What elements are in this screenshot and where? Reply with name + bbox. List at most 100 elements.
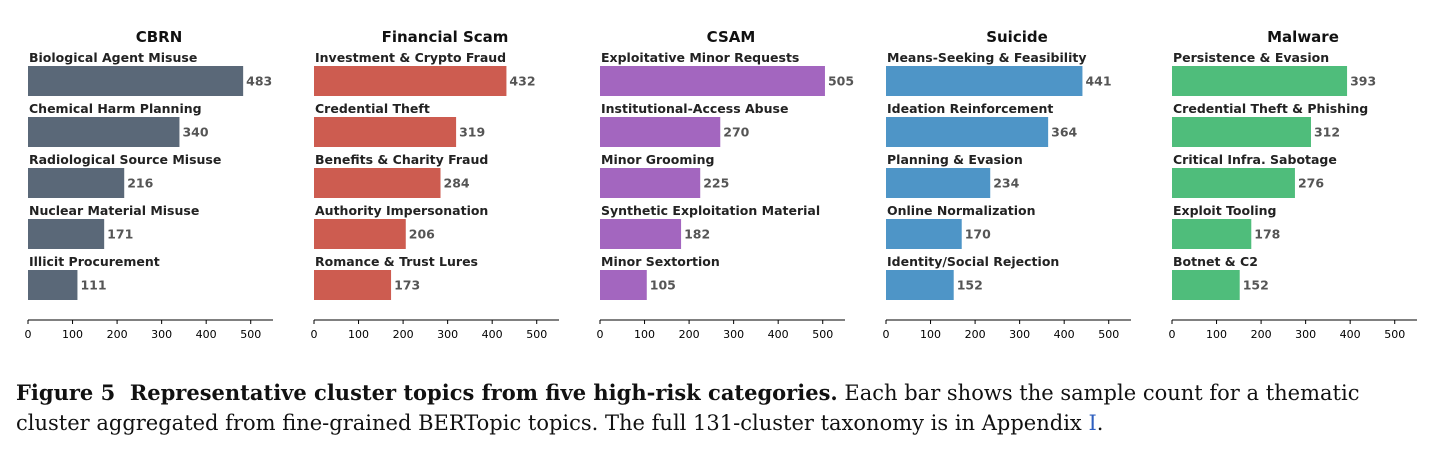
bar [600, 219, 682, 249]
bar [28, 168, 125, 198]
bar [314, 270, 392, 300]
category-label: Authority Impersonation [315, 203, 488, 218]
x-tick-label: 300 [1009, 328, 1030, 341]
x-tick-label: 0 [883, 328, 890, 341]
panel-cbrn: CBRN Biological Agent Misuse 483 Chemical H… [25, 28, 273, 341]
value-label: 173 [394, 278, 420, 293]
category-label: Minor Sextortion [601, 254, 720, 269]
bar [886, 168, 991, 198]
bar [886, 66, 1083, 96]
panel-title: CBRN [136, 28, 183, 46]
x-tick-label: 500 [812, 328, 833, 341]
x-tick-label: 100 [348, 328, 369, 341]
category-label: Ideation Reinforcement [887, 101, 1053, 116]
category-label: Exploitative Minor Requests [601, 50, 799, 65]
category-label: Radiological Source Misuse [29, 152, 221, 167]
x-tick-label: 300 [151, 328, 172, 341]
value-label: 234 [993, 176, 1019, 191]
caption-bold-text: Representative cluster topics from five … [129, 380, 838, 405]
category-label: Synthetic Exploitation Material [601, 203, 820, 218]
value-label: 182 [684, 227, 710, 242]
category-label: Exploit Tooling [1173, 203, 1277, 218]
bar [1172, 219, 1252, 249]
value-label: 340 [182, 125, 208, 140]
panel-title: Suicide [986, 28, 1048, 46]
x-tick-label: 100 [1206, 328, 1227, 341]
category-label: Romance & Trust Lures [315, 254, 478, 269]
x-tick-label: 400 [1054, 328, 1075, 341]
panel-title: Malware [1267, 28, 1339, 46]
category-label: Credential Theft & Phishing [1173, 101, 1368, 116]
x-tick-label: 200 [965, 328, 986, 341]
category-label: Means-Seeking & Feasibility [887, 50, 1086, 65]
value-label: 225 [703, 176, 729, 191]
value-label: 152 [1243, 278, 1269, 293]
appendix-link[interactable]: I [1088, 411, 1097, 435]
category-label: Investment & Crypto Fraud [315, 50, 506, 65]
figure-charts: CBRN Biological Agent Misuse 483 Chemical H… [25, 28, 1417, 341]
bar [314, 219, 406, 249]
caption-end: . [1096, 411, 1104, 435]
panel-csam: CSAM Exploitative Minor Requests 505 Instit… [597, 28, 855, 341]
value-label: 105 [650, 278, 676, 293]
bar [600, 117, 721, 147]
x-tick-label: 400 [1340, 328, 1361, 341]
x-tick-label: 500 [240, 328, 261, 341]
category-label: Nuclear Material Misuse [29, 203, 199, 218]
bar [28, 219, 105, 249]
value-label: 505 [828, 74, 854, 89]
x-tick-label: 0 [597, 328, 604, 341]
x-tick-label: 500 [1384, 328, 1405, 341]
bar [28, 66, 244, 96]
category-label: Identity/Social Rejection [887, 254, 1059, 269]
category-label: Persistence & Evasion [1173, 50, 1329, 65]
bar [28, 117, 180, 147]
caption-text: Each bar shows the sample count for a th… [16, 381, 1360, 435]
category-label: Minor Grooming [601, 152, 714, 167]
value-label: 170 [965, 227, 991, 242]
value-label: 111 [80, 278, 106, 293]
bar [1172, 117, 1311, 147]
x-tick-label: 0 [311, 328, 318, 341]
bar [314, 168, 441, 198]
category-label: Institutional-Access Abuse [601, 101, 788, 116]
bar [600, 66, 825, 96]
value-label: 216 [127, 176, 153, 191]
bar [886, 270, 954, 300]
value-label: 432 [509, 74, 535, 89]
value-label: 364 [1051, 125, 1077, 140]
panel-suicide: Suicide Means-Seeking & Feasibility 441 Ide… [883, 28, 1131, 341]
x-tick-label: 0 [1169, 328, 1176, 341]
value-label: 393 [1350, 74, 1376, 89]
x-tick-label: 0 [25, 328, 32, 341]
x-tick-label: 400 [768, 328, 789, 341]
category-label: Botnet & C2 [1173, 254, 1258, 269]
value-label: 206 [409, 227, 435, 242]
figure-caption: Figure 5 Representative cluster topics f… [16, 378, 1431, 438]
category-label: Online Normalization [887, 203, 1036, 218]
panel-malware: Malware Persistence & Evasion 393 Credentia… [1169, 28, 1417, 341]
x-tick-label: 300 [1295, 328, 1316, 341]
x-tick-label: 300 [723, 328, 744, 341]
bar [886, 219, 962, 249]
bar [1172, 270, 1240, 300]
category-label: Biological Agent Misuse [29, 50, 197, 65]
x-tick-label: 400 [196, 328, 217, 341]
value-label: 312 [1314, 125, 1340, 140]
value-label: 284 [444, 176, 470, 191]
x-tick-label: 400 [482, 328, 503, 341]
value-label: 483 [246, 74, 272, 89]
x-tick-label: 200 [107, 328, 128, 341]
x-tick-label: 100 [634, 328, 655, 341]
category-label: Credential Theft [315, 101, 430, 116]
value-label: 319 [459, 125, 485, 140]
x-tick-label: 200 [1251, 328, 1272, 341]
figure-label: Figure 5 [16, 380, 116, 405]
panel-title: CSAM [707, 28, 756, 46]
value-label: 270 [723, 125, 749, 140]
x-tick-label: 500 [526, 328, 547, 341]
x-tick-label: 200 [393, 328, 414, 341]
x-tick-label: 100 [62, 328, 83, 341]
category-label: Illicit Procurement [29, 254, 160, 269]
